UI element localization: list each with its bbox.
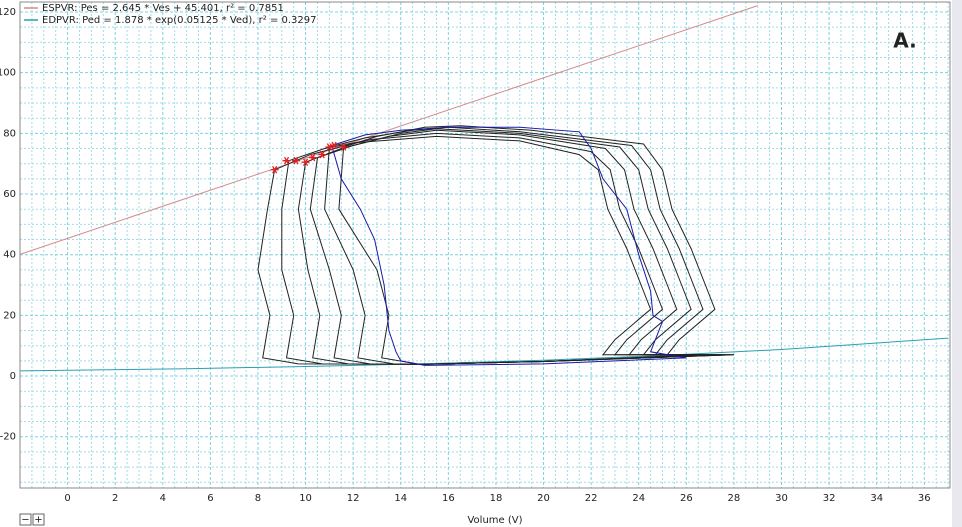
es-point: [330, 141, 339, 150]
zoom-out-label[interactable]: −: [21, 515, 29, 526]
es-point: [308, 153, 317, 162]
y-tick-label: 0: [10, 371, 16, 382]
x-tick-label: 28: [728, 493, 741, 504]
es-point: [325, 143, 334, 151]
legend-label: ESPVR: Pes = 2.645 * Ves + 45.401, r² = …: [42, 3, 284, 14]
x-tick-label: 12: [347, 493, 360, 504]
es-point: [301, 158, 310, 166]
x-tick-label: 18: [490, 493, 503, 504]
scrollbar: [952, 0, 962, 527]
series-line: [297, 129, 723, 365]
y-tick-label: 40: [3, 250, 16, 261]
es-point: [270, 165, 279, 174]
zoom-out-button[interactable]: [19, 513, 32, 526]
x-axis-label: Volume (V): [467, 515, 522, 526]
x-tick-label: 10: [299, 493, 312, 504]
series-line: [19, 337, 949, 372]
y-tick-label: 120: [0, 7, 16, 18]
legend-label: EDPVR: Ped = 1.878 * exp(0.05125 * Ved),…: [42, 15, 317, 26]
es-point: [318, 150, 327, 159]
grid: [20, 2, 950, 488]
x-tick-label: 24: [632, 493, 645, 504]
plot-area: [19, 5, 949, 372]
y-tick-label: 80: [3, 128, 16, 139]
plot-frame: [19, 1, 951, 489]
x-tick-label: 26: [680, 493, 693, 504]
series-line: [309, 128, 730, 365]
x-tick-label: 30: [775, 493, 788, 504]
annotation: A.: [893, 29, 916, 53]
x-tick-label: 6: [207, 493, 213, 504]
x-tick-label: 8: [255, 493, 261, 504]
y-tick-label: 100: [0, 68, 16, 79]
series-line: [257, 135, 699, 365]
x-tick-label: 22: [585, 493, 598, 504]
es-point: [339, 143, 348, 151]
x-tick-label: 20: [537, 493, 550, 504]
x-tick-label: 4: [160, 493, 166, 504]
y-tick-label: -20: [0, 432, 16, 443]
series-line: [281, 132, 711, 365]
series-line: [331, 126, 687, 366]
x-tick-label: 0: [64, 493, 70, 504]
x-tick-label: 32: [823, 493, 836, 504]
zoom-in-button[interactable]: [32, 513, 45, 526]
x-tick-label: 36: [918, 493, 931, 504]
y-tick-label: 20: [3, 310, 16, 321]
x-tick-label: 2: [112, 493, 118, 504]
legend: ESPVR: Pes = 2.645 * Ves + 45.401, r² = …: [24, 3, 317, 26]
series-line: [324, 126, 734, 365]
y-tick-label: 60: [3, 189, 16, 200]
es-point: [282, 156, 291, 165]
series-line: [19, 5, 758, 255]
zoom-in-label[interactable]: +: [34, 515, 42, 526]
x-tick-label: 14: [394, 493, 407, 504]
es-point: [292, 156, 301, 165]
x-tick-label: 16: [442, 493, 455, 504]
series-line: [338, 125, 734, 365]
x-tick-label: 34: [870, 493, 883, 504]
